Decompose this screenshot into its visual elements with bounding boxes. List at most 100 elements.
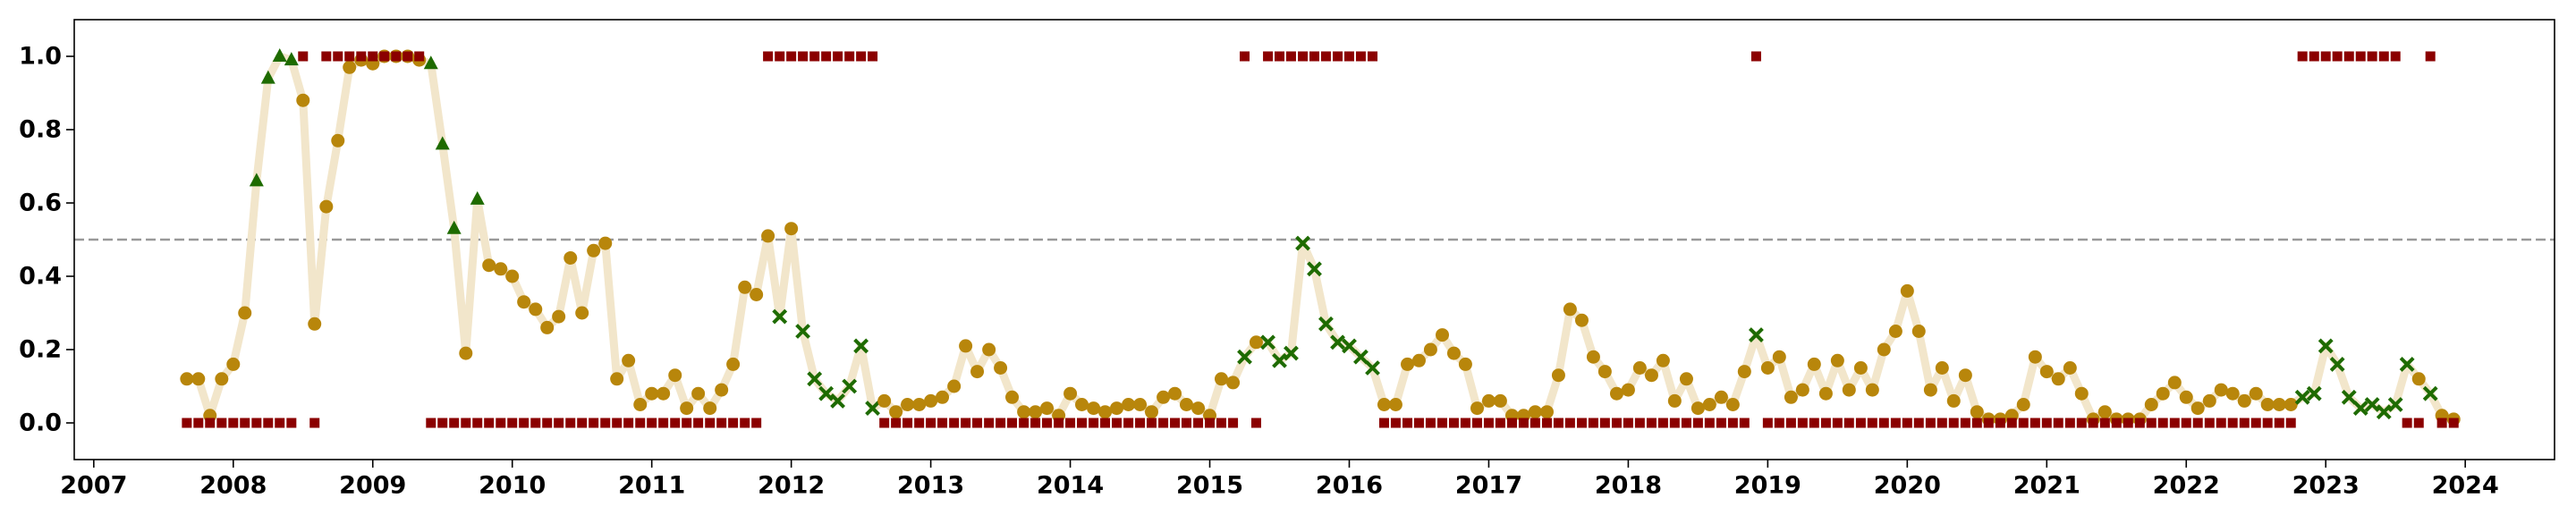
circle-marker [1481, 393, 1496, 408]
x-marker [1749, 327, 1764, 343]
circle-marker [982, 342, 996, 357]
square-marker [379, 51, 390, 62]
x-tick-label: 2024 [2432, 472, 2499, 500]
x-marker [1295, 235, 1310, 251]
circle-marker [226, 357, 241, 371]
triangle-marker [272, 48, 287, 62]
x-tick-label: 2020 [1874, 472, 1941, 500]
square-marker [2157, 418, 2168, 428]
x-marker [1260, 334, 1275, 350]
square-marker [2378, 51, 2389, 62]
x-marker [772, 308, 788, 325]
x-marker [2387, 397, 2403, 412]
square-marker [2076, 418, 2087, 428]
circle-marker [331, 133, 345, 148]
x-tick-label: 2016 [1316, 472, 1383, 500]
square-marker [751, 418, 762, 428]
square-marker [2343, 51, 2354, 62]
square-marker [1425, 418, 1436, 428]
square-marker [1343, 51, 1354, 62]
circle-marker [1830, 353, 1844, 367]
x-tick-label: 2019 [1734, 472, 1801, 500]
circle-marker [761, 229, 775, 243]
square-marker [1378, 418, 1389, 428]
circle-marker [459, 346, 473, 360]
circle-marker [2179, 390, 2193, 404]
circle-marker [2284, 398, 2298, 411]
circle-marker [238, 306, 252, 320]
square-marker [1089, 418, 1099, 428]
square-marker [1762, 418, 1773, 428]
x-marker [807, 371, 823, 387]
square-marker [1867, 418, 1877, 428]
circle-marker [2237, 393, 2251, 408]
square-marker [1402, 418, 1413, 428]
square-marker [1669, 418, 1680, 428]
square-marker [2181, 418, 2191, 428]
circle-marker [1737, 365, 1751, 379]
x-tick-label: 2022 [2153, 472, 2220, 500]
x-tick-label: 2013 [897, 472, 964, 500]
triangle-marker [470, 190, 485, 205]
circle-marker [738, 280, 752, 294]
circle-marker [610, 372, 624, 386]
square-marker [1971, 418, 1982, 428]
circle-marker [1900, 283, 1914, 298]
circle-marker [1609, 386, 1623, 401]
square-marker [2123, 418, 2133, 428]
square-marker [2309, 51, 2319, 62]
circle-marker [1656, 353, 1670, 367]
square-marker [1576, 418, 1587, 428]
x-tick-label: 2014 [1037, 472, 1104, 500]
square-marker [263, 418, 274, 428]
x-marker [795, 324, 811, 339]
circle-marker [1772, 350, 1786, 364]
circle-marker [1923, 383, 1937, 397]
square-marker [1333, 51, 1343, 62]
y-tick-label: 0.8 [19, 116, 62, 144]
circle-marker [750, 288, 764, 301]
circle-marker [633, 398, 648, 411]
square-marker [879, 418, 890, 428]
square-marker [275, 418, 285, 428]
circle-marker [1122, 398, 1136, 411]
square-marker [298, 51, 309, 62]
square-marker [2355, 51, 2366, 62]
square-marker [2064, 418, 2075, 428]
circle-marker [1970, 405, 1984, 419]
square-marker [2262, 418, 2273, 428]
square-marker [2204, 418, 2215, 428]
square-marker [2006, 418, 2017, 428]
square-marker [1228, 418, 1239, 428]
circle-marker [877, 393, 892, 408]
square-marker [1716, 418, 1726, 428]
square-marker [1948, 418, 1959, 428]
square-marker [1646, 418, 1657, 428]
triangle-marker [435, 136, 450, 150]
square-marker [391, 51, 402, 62]
square-marker [2134, 418, 2145, 428]
circle-marker [1632, 361, 1647, 375]
square-marker [2216, 418, 2226, 428]
square-marker [1902, 418, 1912, 428]
circle-marker [2063, 361, 2077, 375]
square-marker [193, 418, 204, 428]
x-tick-label: 2017 [1455, 472, 1522, 500]
square-marker [1925, 418, 1936, 428]
x-tick-label: 2018 [1595, 472, 1662, 500]
square-marker [1588, 418, 1598, 428]
square-marker [1843, 418, 1854, 428]
square-marker [716, 418, 727, 428]
square-marker [693, 418, 704, 428]
circle-marker [936, 390, 950, 404]
square-marker [891, 418, 902, 428]
x-marker [1365, 360, 1380, 376]
square-marker [2053, 418, 2063, 428]
square-marker [1112, 418, 1123, 428]
x-marker [1272, 352, 1287, 368]
square-marker [1797, 418, 1808, 428]
square-marker [902, 418, 913, 428]
x-tick-label: 2023 [2292, 472, 2360, 500]
circle-marker [1679, 372, 1693, 386]
circle-marker [1911, 325, 1926, 338]
